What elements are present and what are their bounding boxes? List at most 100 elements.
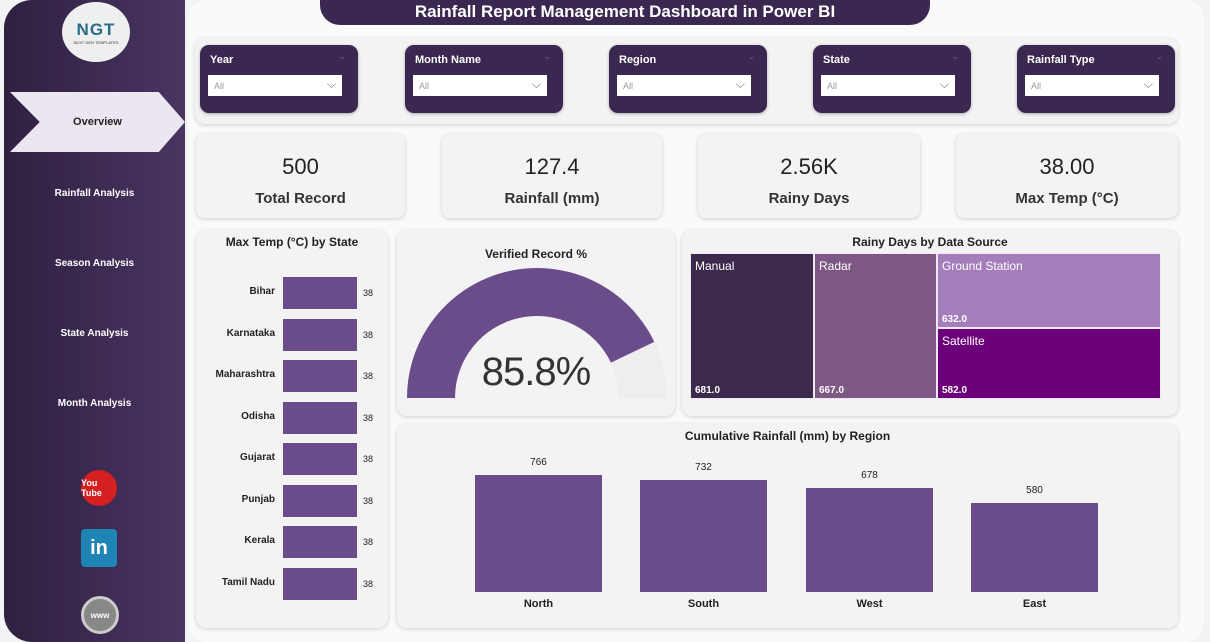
filter-dropdown[interactable]: All ⌵: [821, 75, 955, 96]
treemap-tile-manual[interactable]: Manual 681.0: [690, 253, 814, 399]
bar-tamil-nadu[interactable]: [283, 567, 357, 600]
state-label: Maharashtra: [215, 369, 275, 380]
linkedin-icon[interactable]: in: [81, 529, 117, 567]
data-label: 38: [363, 537, 374, 547]
filter-dropdown[interactable]: All ⌵: [208, 75, 342, 96]
tile-name: Ground Station: [942, 259, 1023, 273]
bar-punjab[interactable]: [283, 484, 357, 517]
kpi-label: Rainy Days: [768, 190, 850, 207]
dropdown-value: All: [623, 81, 634, 91]
bar-bihar[interactable]: [283, 277, 357, 309]
filter-label: State: [823, 54, 850, 66]
kpi-card: 2.56K Rainy Days: [698, 134, 920, 218]
bar-odisha[interactable]: [283, 401, 357, 434]
filter-label: Rainfall Type: [1027, 54, 1095, 66]
bar-gujarat[interactable]: [283, 443, 357, 475]
kpi-value: 127.4: [524, 154, 580, 179]
nav-rainfall-analysis[interactable]: Rainfall Analysis: [54, 188, 135, 199]
data-label: 38: [363, 495, 374, 506]
chart-title: Cumulative Rainfall (mm) by Region: [684, 429, 891, 443]
filter-dropdown[interactable]: All ⌵: [1025, 75, 1159, 96]
treemap-tile-radar[interactable]: Radar 667.0: [814, 253, 937, 399]
region-label: East: [1022, 598, 1047, 610]
filter-region: Region ⌄ All ⌵: [609, 45, 767, 113]
kpi-label: Total Record: [255, 190, 346, 207]
page-title-text: Rainfall Report Management Dashboard in …: [414, 2, 836, 21]
data-label: 678: [861, 470, 878, 482]
state-label: Punjab: [241, 493, 275, 505]
tile-value: 681.0: [695, 385, 721, 396]
chevron-down-icon[interactable]: ⌵: [531, 77, 541, 91]
tile-name: Manual: [695, 259, 735, 273]
bar-north[interactable]: [475, 475, 602, 592]
nav-month-analysis[interactable]: Month Analysis: [57, 398, 132, 409]
chevron-down-icon[interactable]: ⌵: [735, 77, 745, 91]
collapse-chevron-icon[interactable]: ⌄: [1155, 51, 1163, 61]
gauge-fill: [407, 268, 655, 398]
dropdown-value: All: [419, 81, 430, 91]
sidebar: NGT NEXT GEN TEMPLATES Overview Rainfall …: [4, 0, 185, 642]
chart-title: Rainy Days by Data Source: [852, 235, 1008, 249]
treemap-tile-ground-station[interactable]: Ground Station 632.0: [937, 253, 1161, 328]
filter-dropdown[interactable]: All ⌵: [617, 75, 751, 96]
collapse-chevron-icon[interactable]: ⌄: [338, 51, 346, 61]
kpi-card: 38.00 Max Temp (°C): [956, 134, 1178, 218]
kpi-value: 2.56K: [780, 154, 838, 179]
dropdown-value: All: [827, 81, 838, 91]
data-label: 732: [695, 462, 712, 474]
youtube-icon[interactable]: You Tube: [81, 470, 117, 506]
tile-name: Satellite: [942, 334, 985, 348]
data-label: 766: [530, 457, 547, 468]
region-label: South: [687, 598, 720, 610]
data-label: 580: [1026, 485, 1043, 497]
chevron-down-icon[interactable]: ⌵: [939, 77, 949, 91]
dropdown-value: All: [1031, 81, 1042, 91]
data-label: 38: [363, 329, 374, 340]
kpi-value: 500: [282, 154, 319, 179]
kpi-card: 500 Total Record: [196, 134, 405, 218]
filter-dropdown[interactable]: All ⌵: [413, 75, 547, 96]
nav-season-analysis[interactable]: Season Analysis: [54, 258, 135, 269]
filter-label: Year: [210, 54, 234, 66]
data-label: 38: [363, 454, 374, 464]
filter-rainfall-type: Rainfall Type ⌄ All ⌵: [1017, 45, 1175, 113]
state-label: Bihar: [249, 286, 275, 297]
verified-record-gauge: Verified Record % 85.8%: [397, 230, 675, 416]
data-label: 38: [363, 371, 374, 381]
bar-maharashtra[interactable]: [283, 360, 357, 392]
state-label: Karnataka: [226, 327, 275, 339]
collapse-chevron-icon[interactable]: ⌄: [747, 51, 755, 61]
bar-kerala[interactable]: [283, 526, 357, 558]
region-label: North: [523, 598, 554, 610]
filter-state: State ⌄ All ⌵: [813, 45, 971, 113]
tile-value: 632.0: [942, 314, 968, 325]
tile-value: 667.0: [819, 385, 845, 396]
chart-title: Max Temp (°C) by State: [225, 235, 359, 249]
dropdown-value: All: [214, 81, 225, 91]
bar-south[interactable]: [640, 480, 767, 592]
kpi-label: Rainfall (mm): [504, 190, 600, 207]
nav-overview[interactable]: Overview: [10, 92, 185, 152]
filter-label: Region: [619, 54, 657, 66]
region-label: West: [856, 598, 883, 610]
state-label: Gujarat: [239, 452, 275, 463]
filter-label: Month Name: [415, 54, 481, 66]
kpi-label: Max Temp (°C): [1015, 190, 1119, 207]
bar-west[interactable]: [806, 488, 933, 592]
filter-year: Year ⌄ All ⌵: [200, 45, 358, 113]
gauge-value: 85.8%: [481, 350, 591, 394]
chevron-down-icon[interactable]: ⌵: [1143, 77, 1153, 91]
filter-month-name: Month Name ⌄ All ⌵: [405, 45, 563, 113]
bar-karnataka[interactable]: [283, 318, 357, 351]
nav-state-analysis[interactable]: State Analysis: [60, 328, 129, 339]
tile-name: Radar: [819, 259, 852, 273]
collapse-chevron-icon[interactable]: ⌄: [543, 51, 551, 61]
website-globe-icon[interactable]: www: [81, 596, 119, 634]
state-label: Tamil Nadu: [221, 576, 275, 588]
bar-east[interactable]: [971, 503, 1098, 592]
collapse-chevron-icon[interactable]: ⌄: [951, 51, 959, 61]
data-label: 38: [363, 578, 374, 589]
treemap-tile-satellite[interactable]: Satellite 582.0: [937, 328, 1161, 399]
chevron-down-icon[interactable]: ⌵: [326, 77, 336, 91]
logo-sub: NEXT GEN TEMPLATES: [73, 39, 119, 45]
